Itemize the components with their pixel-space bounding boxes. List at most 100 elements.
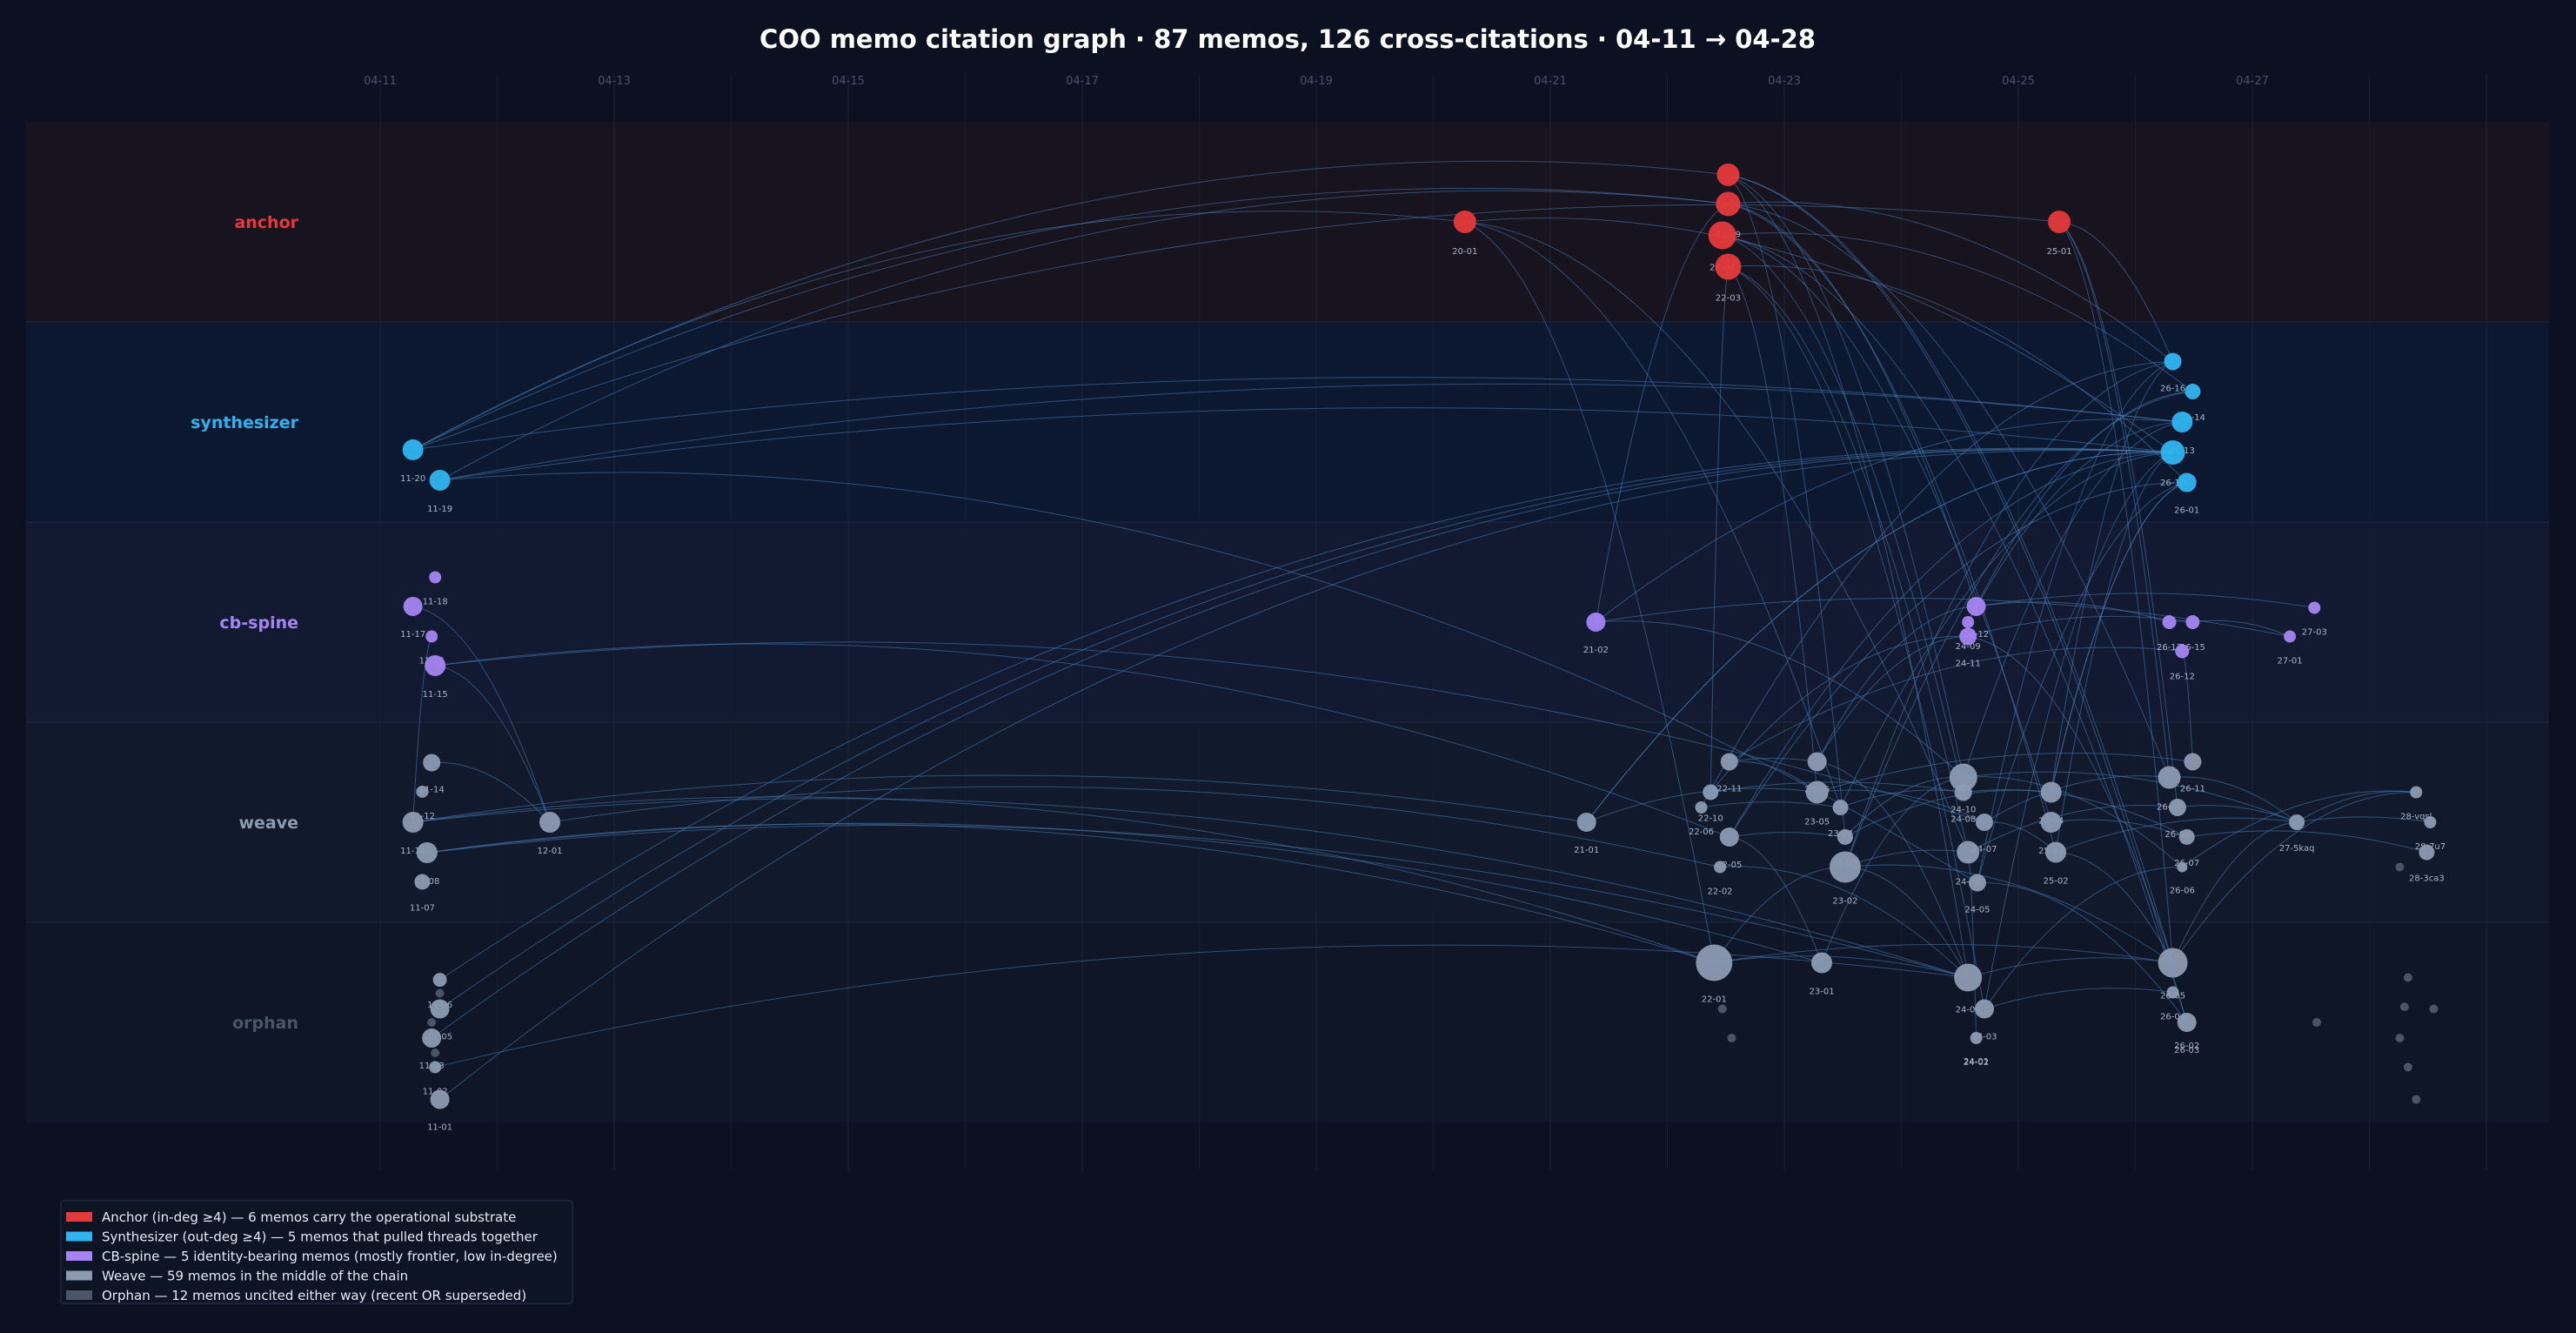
memo-node[interactable] — [2185, 383, 2201, 399]
memo-label: 22-05 — [1716, 861, 1742, 870]
memo-node[interactable] — [1453, 211, 1476, 233]
memo-node[interactable] — [1714, 861, 1727, 874]
orphan-node[interactable] — [2403, 973, 2412, 982]
memo-node[interactable] — [1720, 753, 1738, 771]
memo-node[interactable] — [1716, 163, 1740, 186]
memo-node[interactable] — [2162, 615, 2177, 629]
orphan-node[interactable] — [1717, 1004, 1727, 1014]
memo-node[interactable] — [1949, 763, 1977, 792]
memo-node[interactable] — [1805, 780, 1829, 804]
memo-node[interactable] — [1959, 627, 1977, 646]
memo-node[interactable] — [1576, 813, 1596, 832]
memo-node[interactable] — [2158, 948, 2188, 978]
memo-node[interactable] — [2177, 861, 2188, 873]
memo-node[interactable] — [2158, 766, 2181, 789]
memo-label: 20-01 — [1452, 247, 1477, 257]
memo-node[interactable] — [2284, 630, 2297, 643]
memo-node[interactable] — [416, 842, 438, 864]
memo-node[interactable] — [1974, 999, 1994, 1019]
orphan-node[interactable] — [2399, 1001, 2409, 1011]
memo-node[interactable] — [2177, 1013, 2197, 1032]
memo-node[interactable] — [1703, 784, 1719, 800]
band-anchor — [26, 122, 2549, 322]
memo-node[interactable] — [1968, 874, 1986, 892]
orphan-node[interactable] — [427, 1018, 437, 1027]
memo-node[interactable] — [432, 973, 447, 988]
memo-node[interactable] — [539, 812, 561, 833]
memo-node[interactable] — [2424, 816, 2437, 828]
orphan-node[interactable] — [2395, 862, 2405, 872]
date-tick: 04-17 — [1066, 75, 1099, 88]
memo-node[interactable] — [2184, 753, 2202, 771]
memo-node[interactable] — [2164, 352, 2182, 371]
band-synthesizer — [26, 322, 2549, 522]
memo-node[interactable] — [1719, 827, 1739, 847]
orphan-node[interactable] — [2395, 1034, 2405, 1043]
orphan-node[interactable] — [1727, 1034, 1736, 1043]
memo-node[interactable] — [414, 874, 431, 890]
memo-node[interactable] — [2410, 786, 2423, 799]
orphan-node[interactable] — [435, 988, 445, 998]
memo-node[interactable] — [1695, 801, 1708, 814]
memo-node[interactable] — [402, 812, 424, 833]
memo-node[interactable] — [2048, 211, 2071, 233]
orphan-node[interactable] — [2429, 1004, 2439, 1014]
memo-node[interactable] — [2177, 472, 2197, 492]
node-layer: 22-1222-0922-0422-0320-0125-0126-1626-14… — [400, 163, 2446, 1133]
memo-node[interactable] — [1962, 616, 1975, 628]
memo-node[interactable] — [2166, 986, 2179, 999]
memo-node[interactable] — [1829, 851, 1861, 883]
memo-node[interactable] — [1807, 752, 1827, 772]
memo-node[interactable] — [2040, 781, 2062, 803]
orphan-node[interactable] — [431, 1048, 440, 1058]
memo-node[interactable] — [2168, 799, 2186, 817]
band-label-synthesizer: synthesizer — [191, 413, 298, 432]
memo-node[interactable] — [1966, 596, 1986, 616]
memo-node[interactable] — [1586, 613, 1606, 632]
memo-node[interactable] — [430, 1089, 450, 1109]
memo-node[interactable] — [402, 439, 424, 460]
orphan-node[interactable] — [2403, 1062, 2412, 1072]
memo-node[interactable] — [2040, 812, 2062, 833]
memo-node[interactable] — [2160, 440, 2185, 466]
memo-node[interactable] — [429, 469, 451, 491]
memo-node[interactable] — [1696, 944, 1733, 981]
orphan-node[interactable] — [2312, 1018, 2321, 1027]
memo-node[interactable] — [2308, 601, 2321, 614]
memo-node[interactable] — [1957, 841, 1980, 864]
memo-node[interactable] — [1716, 191, 1741, 217]
memo-node[interactable] — [1954, 963, 1983, 992]
memo-node[interactable] — [430, 999, 450, 1019]
citation-edge — [2059, 221, 2174, 362]
memo-node[interactable] — [1954, 783, 1972, 801]
memo-node[interactable] — [2185, 615, 2200, 629]
memo-node[interactable] — [1708, 221, 1736, 250]
memo-node[interactable] — [425, 654, 446, 676]
orphan-node[interactable] — [2412, 1095, 2421, 1104]
memo-node[interactable] — [1970, 1032, 1983, 1045]
memo-node[interactable] — [1811, 952, 1833, 974]
band-label-cbspine: cb-spine — [219, 613, 298, 633]
memo-node[interactable] — [2045, 841, 2067, 863]
graph-title: COO memo citation graph · 87 memos, 126 … — [759, 24, 1816, 54]
memo-node[interactable] — [1837, 828, 1853, 845]
memo-node[interactable] — [1715, 253, 1742, 280]
memo-node[interactable] — [2289, 814, 2305, 830]
memo-node[interactable] — [2175, 644, 2190, 659]
memo-node[interactable] — [1975, 814, 1993, 831]
memo-node[interactable] — [422, 1028, 442, 1048]
memo-node[interactable] — [429, 1061, 442, 1074]
citation-edge — [435, 643, 1730, 838]
memo-node[interactable] — [416, 785, 429, 798]
memo-node[interactable] — [403, 596, 423, 616]
citation-edge — [1710, 266, 1729, 793]
memo-node[interactable] — [1832, 800, 1849, 816]
memo-node[interactable] — [2171, 412, 2193, 432]
date-tick: 04-15 — [832, 75, 865, 88]
memo-label: 24-02 — [1964, 1058, 1989, 1068]
memo-node[interactable] — [425, 630, 438, 643]
memo-node[interactable] — [2178, 828, 2195, 845]
memo-node[interactable] — [423, 754, 441, 772]
memo-node[interactable] — [429, 571, 442, 584]
memo-node[interactable] — [2419, 844, 2435, 861]
